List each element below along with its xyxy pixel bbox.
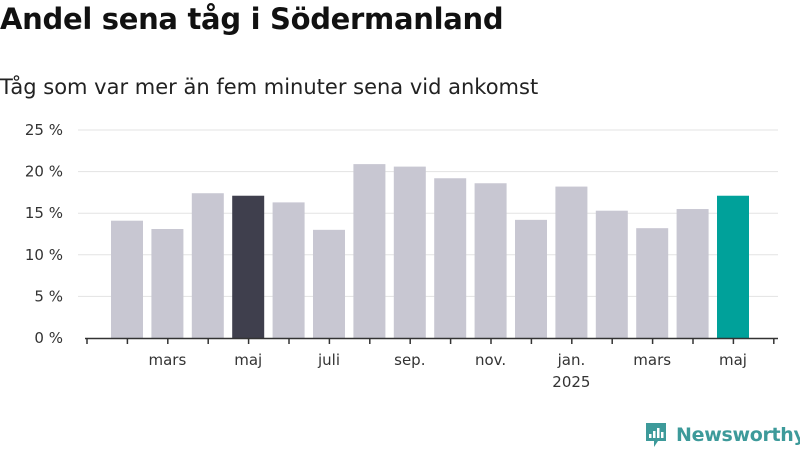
bar (717, 195, 749, 338)
y-tick-label: 10 % (25, 246, 63, 264)
x-tick-label: juli (317, 351, 340, 369)
chart-subtitle: Tåg som var mer än fem minuter sena vid … (0, 75, 539, 99)
bar (353, 164, 386, 338)
bar (393, 166, 426, 338)
y-tick-label: 25 % (25, 121, 63, 139)
y-tick-label: 15 % (25, 204, 63, 222)
bar (474, 183, 507, 338)
x-tick-label: maj (719, 351, 747, 369)
bar (191, 193, 224, 338)
chart-title: Andel sena tåg i Södermanland (0, 2, 504, 36)
bar (313, 229, 345, 338)
bar (111, 220, 143, 338)
x-tick-label: jan. (557, 351, 586, 369)
y-tick-label: 20 % (25, 163, 63, 181)
bar (636, 228, 669, 338)
bar (676, 209, 709, 338)
bar (434, 178, 467, 338)
x-tick-label: mars (633, 351, 671, 369)
brand-name: Newsworthy (676, 424, 800, 446)
bar (515, 219, 547, 338)
x-tick-label: mars (149, 351, 187, 369)
bar (232, 195, 265, 338)
y-tick-label: 5 % (34, 287, 63, 305)
x-tick-year-label: 2025 (552, 373, 590, 391)
brand-logo: Newsworthy (644, 420, 800, 450)
bar (272, 202, 305, 338)
bar (595, 210, 628, 338)
y-tick-label: 0 % (34, 329, 63, 347)
x-tick-label: nov. (475, 351, 506, 369)
newsworthy-logo-icon (646, 423, 666, 447)
bar (151, 229, 184, 338)
x-tick-label: sep. (394, 351, 425, 369)
x-tick-label: maj (234, 351, 262, 369)
bar (555, 186, 588, 338)
